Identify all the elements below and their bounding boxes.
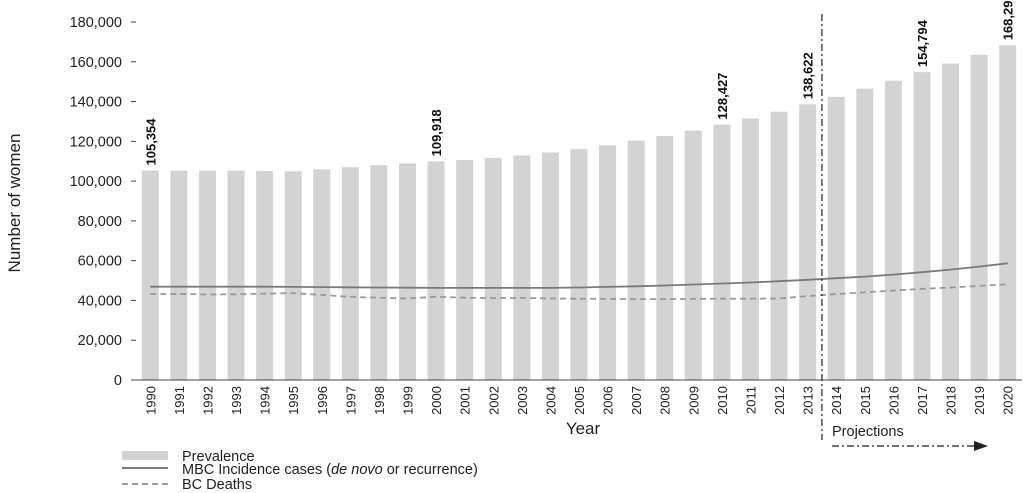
x-tick-label: 2016: [886, 386, 901, 415]
x-axis-label: Year: [566, 419, 601, 438]
bar-2012: [770, 111, 788, 381]
bar-2020: [999, 45, 1017, 380]
x-tick-label: 2010: [715, 386, 730, 415]
legend-swatch-bar: [122, 451, 168, 460]
y-tick-label: 160,000: [70, 55, 122, 71]
data-label-2013: 138,622: [801, 52, 816, 99]
bar-2016: [884, 80, 902, 380]
x-tick-label: 2014: [829, 386, 844, 415]
x-tick-label: 1995: [286, 386, 301, 415]
x-tick-label: 2013: [801, 386, 816, 415]
bar-1990: [141, 170, 159, 380]
x-tick-label: 2001: [458, 386, 473, 415]
bar-2011: [741, 118, 759, 380]
projection-annotation: Projections: [832, 424, 988, 451]
x-tick-label: 2004: [543, 386, 558, 415]
y-tick-label: 0: [114, 373, 122, 389]
x-tick-label: 1998: [372, 386, 387, 415]
y-tick-label: 100,000: [70, 174, 122, 190]
x-tick-label: 2009: [686, 386, 701, 415]
bar-2013: [799, 104, 817, 381]
bar-1993: [227, 170, 245, 380]
x-tick-label: 2003: [515, 386, 530, 415]
legend-item-mbc: MBC Incidence cases (de novo or recurren…: [122, 462, 478, 478]
projections-arrow-head: [974, 441, 988, 451]
x-tick-label: 1996: [315, 386, 330, 415]
bar-1998: [370, 165, 388, 380]
bar-2017: [913, 72, 931, 381]
bar-2006: [599, 145, 617, 380]
x-tick-label: 1991: [172, 386, 187, 415]
x-tick-label: 2008: [658, 386, 673, 415]
y-axis-label: Number of women: [5, 134, 24, 273]
bar-1995: [284, 171, 302, 380]
x-tick-label: 1993: [229, 386, 244, 415]
y-tick-label: 120,000: [70, 134, 122, 150]
projections-label: Projections: [832, 424, 904, 440]
data-label-1990: 105,354: [143, 118, 158, 166]
x-tick-label: 2007: [629, 386, 644, 415]
legend-item-prevalence: Prevalence: [122, 449, 255, 465]
data-label-2020: 168,292: [1001, 0, 1016, 40]
x-tick-label: 2000: [429, 386, 444, 415]
bar-1996: [313, 169, 331, 380]
line-mbc-incidence: [150, 262, 1008, 289]
x-tick-label: 1990: [143, 386, 158, 415]
data-label-2010: 128,427: [715, 73, 730, 120]
plot-area: 0 20,000 40,000 60,000 80,000 100,000 120,000 1…: [70, 0, 1022, 440]
bar-2010: [713, 124, 731, 380]
x-tick-label: 1999: [401, 386, 416, 415]
bar-2018: [942, 63, 960, 380]
y-tick-label: 20,000: [78, 333, 122, 349]
legend: Prevalence MBC Incidence cases (de novo …: [122, 449, 478, 493]
y-tick-label: 180,000: [70, 15, 122, 31]
data-label-2000: 109,918: [429, 109, 444, 156]
bar-2000: [427, 161, 445, 380]
y-tick-label: 60,000: [78, 254, 122, 270]
data-label-2017: 154,794: [915, 19, 930, 67]
x-tick-label: 1994: [258, 386, 273, 415]
bar-2008: [656, 135, 674, 380]
bar-1991: [170, 170, 188, 380]
x-tick-label: 2005: [572, 386, 587, 415]
legend-item-bc-deaths: BC Deaths: [122, 477, 252, 493]
legend-label-mbc-pre: MBC Incidence cases (: [182, 462, 331, 478]
bar-2015: [856, 88, 874, 380]
bar-2007: [627, 140, 645, 380]
bar-2019: [970, 54, 988, 381]
x-tick-label: 2002: [486, 386, 501, 415]
y-tick-label: 140,000: [70, 95, 122, 111]
legend-label-mbc-italic: de novo: [331, 462, 383, 478]
x-tick-label: 1997: [343, 386, 358, 415]
y-tick-label: 80,000: [78, 214, 122, 230]
x-tick-label: 2020: [1001, 386, 1016, 415]
bar-1992: [198, 170, 216, 380]
x-tick-label: 2011: [743, 386, 758, 414]
line-bc-deaths: [150, 283, 1008, 301]
legend-label-mbc: MBC Incidence cases (de novo or recurren…: [182, 462, 478, 478]
x-tick-label: 2019: [972, 386, 987, 415]
bar-2005: [570, 149, 588, 380]
x-tick-label: 2006: [601, 386, 616, 415]
bar-1999: [399, 163, 417, 380]
bar-2001: [456, 160, 474, 380]
x-tick-label: 2018: [944, 386, 959, 415]
bar-2002: [484, 157, 502, 380]
bar-2004: [541, 152, 559, 380]
legend-label-mbc-post: or recurrence): [383, 462, 478, 478]
bar-1997: [341, 167, 359, 380]
bar-2003: [513, 155, 531, 380]
bar-1994: [256, 170, 274, 380]
x-tick-label: 2012: [772, 386, 787, 415]
y-tick-label: 40,000: [78, 293, 122, 309]
x-tick-label: 1992: [200, 386, 215, 415]
x-tick-label: 2017: [915, 386, 930, 415]
legend-label-bc-deaths: BC Deaths: [182, 477, 252, 493]
bar-2014: [827, 96, 845, 380]
bar-2009: [684, 130, 702, 380]
legend-label-prevalence: Prevalence: [182, 449, 255, 465]
x-tick-label: 2015: [858, 386, 873, 415]
